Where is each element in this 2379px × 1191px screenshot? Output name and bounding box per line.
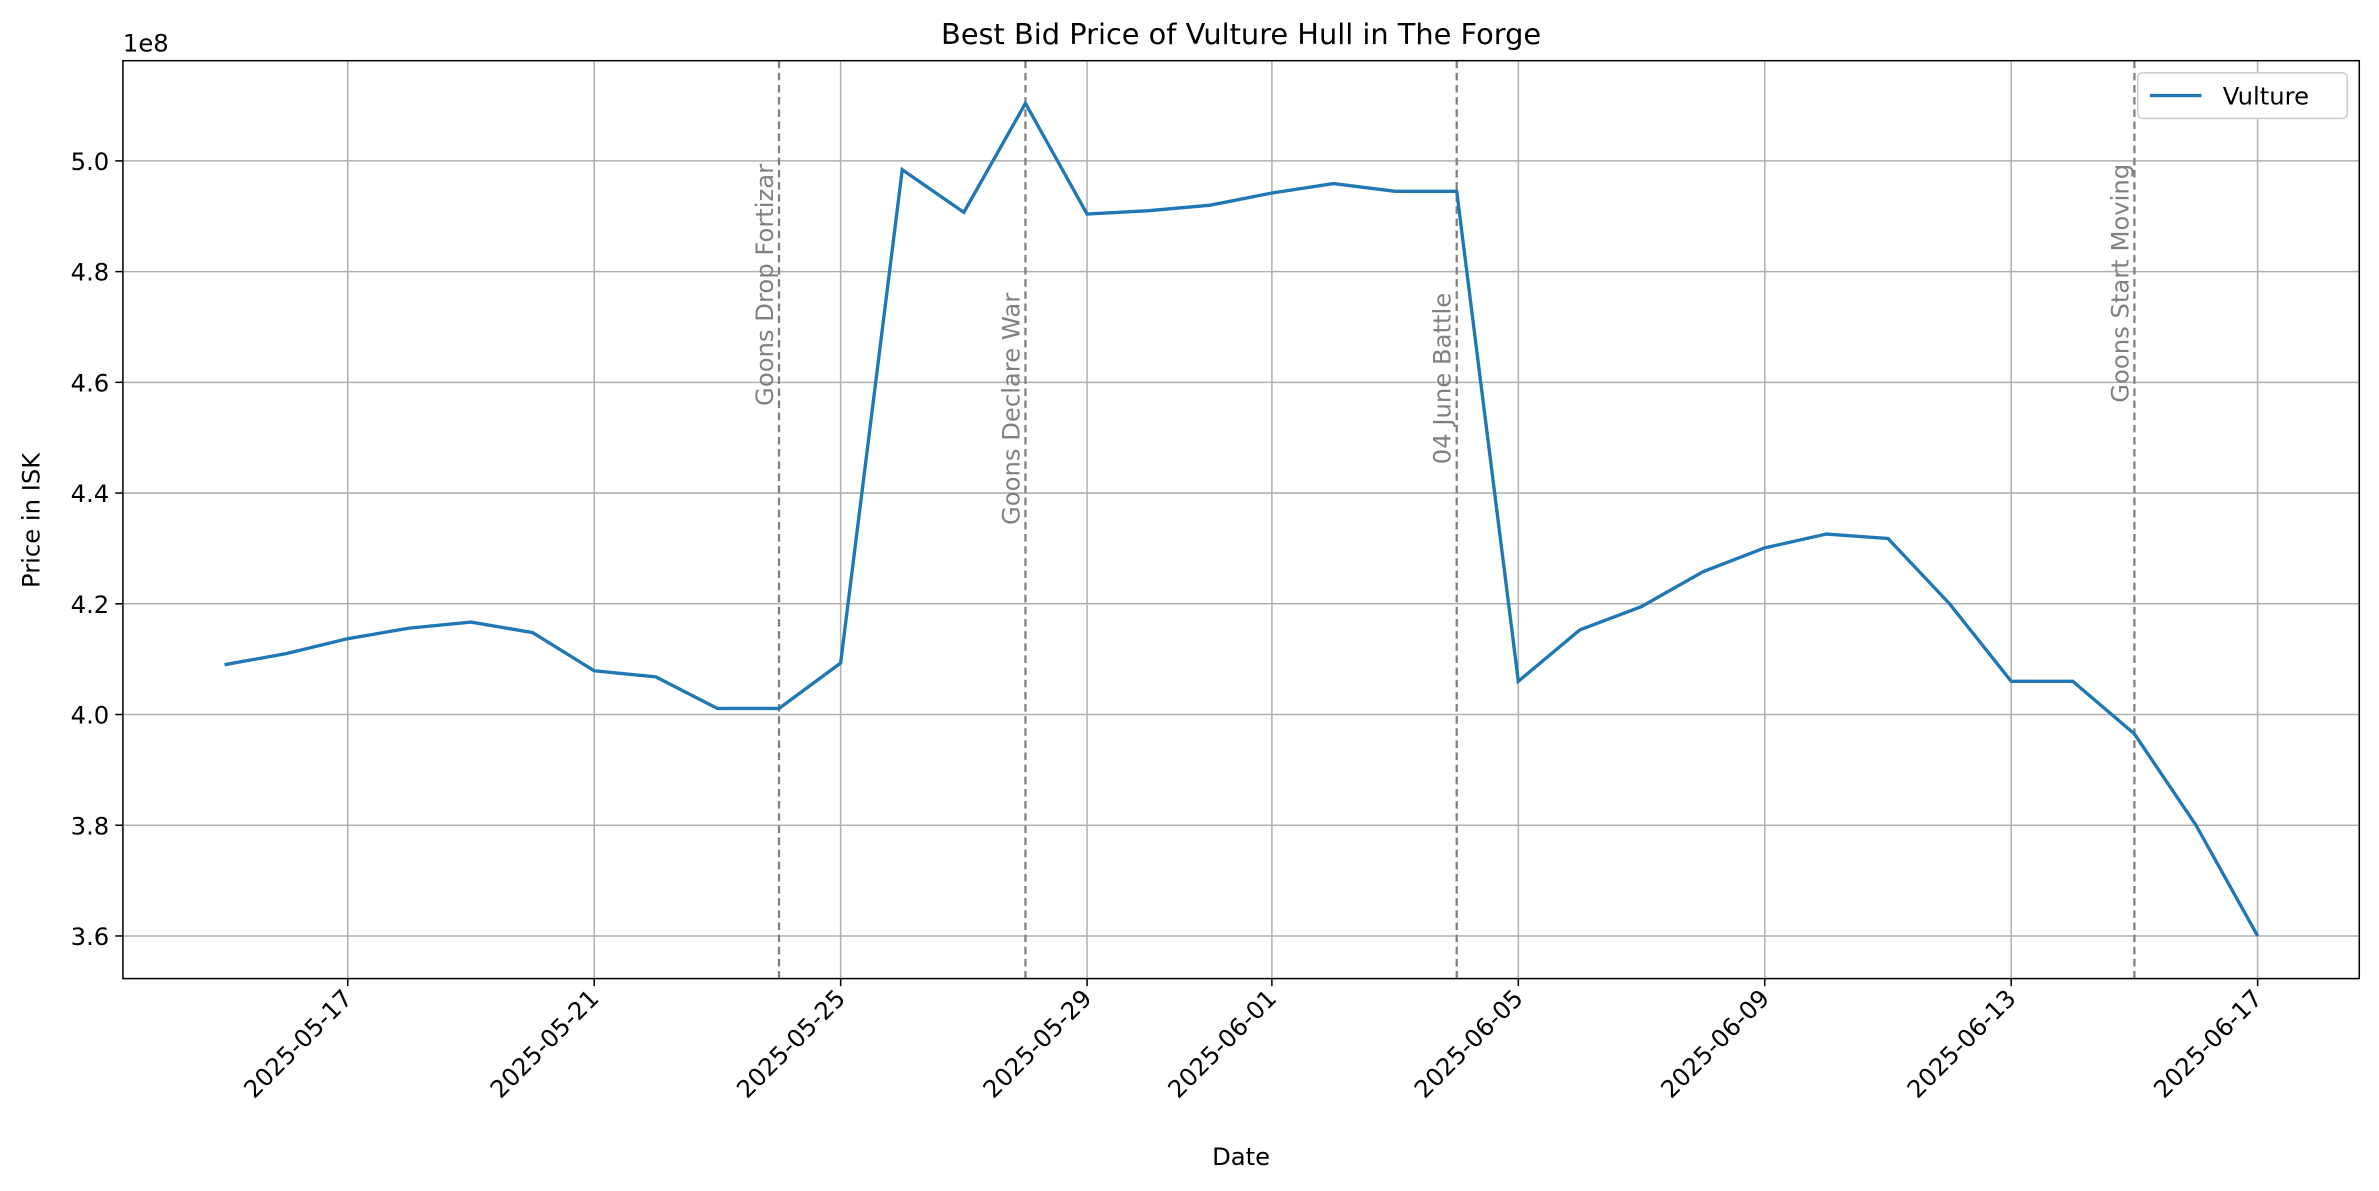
- y-tick-label: 4.0: [71, 701, 110, 730]
- x-tick-label: 2025-06-17: [2148, 984, 2268, 1104]
- y-tick-label: 4.6: [71, 368, 110, 397]
- x-tick-label: 2025-05-17: [238, 984, 358, 1104]
- y-tick-label: 4.2: [71, 590, 110, 619]
- legend: Vulture: [2137, 72, 2348, 120]
- y-tick-label: 4.8: [71, 258, 110, 287]
- y-tick-label: 3.8: [71, 811, 110, 840]
- line: [224, 99, 2260, 937]
- x-axis-label: Date: [1212, 1142, 1270, 1171]
- x-tick-label: 2025-06-09: [1655, 984, 1775, 1104]
- chart-title: Best Bid Price of Vulture Hull in The Fo…: [941, 17, 1541, 51]
- y-axis-label: Price in ISK: [16, 452, 45, 588]
- legend-box: [2137, 72, 2348, 120]
- y-tick-label: 3.6: [71, 922, 110, 951]
- x-tick-label: 2025-06-05: [1408, 984, 1528, 1104]
- x-tick-label: 2025-05-21: [484, 984, 604, 1104]
- event-label: Goons Declare War: [996, 293, 1025, 525]
- event-label: Goons Drop Fortizar: [750, 164, 779, 406]
- y-tick-label: 5.0: [71, 147, 110, 176]
- event-label: 04 June Battle: [1428, 293, 1457, 464]
- y-offset-label: 1e8: [123, 29, 169, 58]
- x-tick-label: 2025-05-29: [977, 984, 1097, 1104]
- x-tick-label: 2025-06-01: [1162, 984, 1282, 1104]
- x-tick-label: 2025-06-13: [1901, 984, 2021, 1104]
- event-label: Goons Start Moving: [2105, 164, 2134, 403]
- plot-frame: [122, 59, 2361, 980]
- y-tick-label: 4.4: [71, 479, 110, 508]
- x-tick-label: 2025-05-25: [731, 984, 851, 1104]
- legend-label: Vulture: [2223, 82, 2309, 111]
